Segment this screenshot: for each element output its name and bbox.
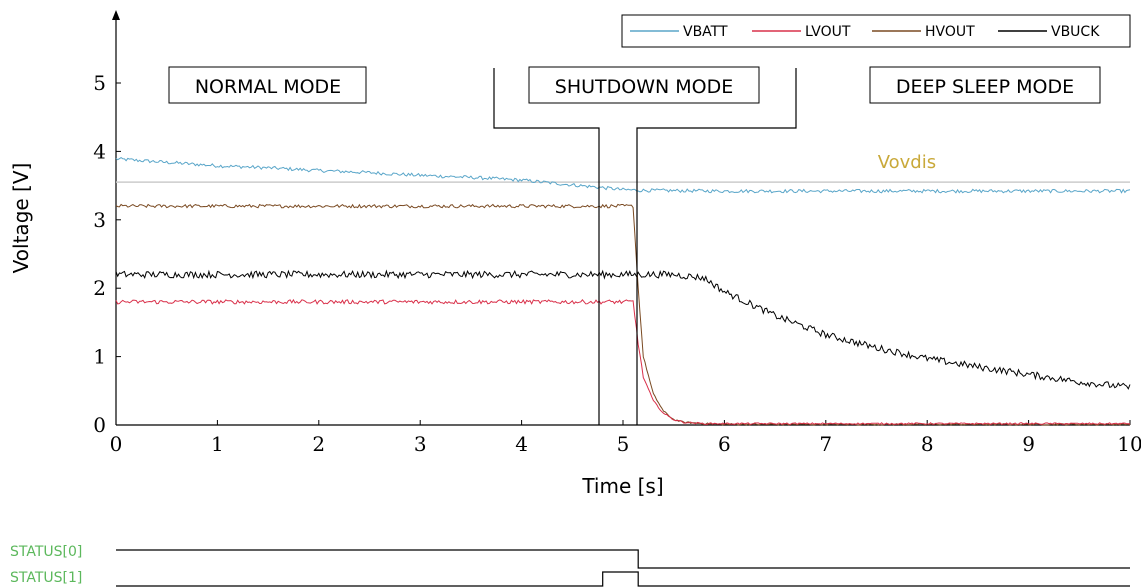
- shutdown-bracket-left: [493, 68, 600, 425]
- x-tick-label: 8: [921, 432, 934, 456]
- series-line-hvout: [115, 203, 1131, 426]
- x-tick-label: 5: [617, 432, 630, 456]
- legend-label-lvout: LVOUT: [805, 24, 851, 40]
- shutdown-mode-box: [528, 66, 760, 104]
- status0-label: STATUS[0]: [10, 544, 82, 560]
- x-tick-label: 1: [211, 432, 224, 456]
- x-tick-label: 6: [718, 432, 731, 456]
- status0-trace: [116, 549, 1130, 569]
- x-tick-label: 2: [312, 432, 325, 456]
- x-tick-label: 10: [1117, 432, 1141, 456]
- status-traces: STATUS[0] STATUS[1]: [10, 544, 1130, 587]
- status1-label: STATUS[1]: [10, 570, 82, 586]
- legend-label-vbatt: VBATT: [683, 24, 728, 40]
- status1-trace: [116, 571, 1130, 587]
- vovdis-label: Vovdis: [878, 152, 936, 173]
- legend: VBATT LVOUT HVOUT VBUCK: [621, 14, 1131, 48]
- x-tick-label: 3: [414, 432, 427, 456]
- x-tick-label: 4: [515, 432, 528, 456]
- y-tick-label: 2: [93, 276, 106, 300]
- normal-mode-label: NORMAL MODE: [195, 76, 341, 98]
- y-tick-label: 5: [93, 71, 106, 95]
- x-tick-label: 9: [1022, 432, 1035, 456]
- shutdown-bracket-right: [636, 68, 797, 425]
- normal-mode-box: [168, 66, 367, 104]
- series-group: [115, 156, 1131, 426]
- y-tick-label: 4: [93, 139, 106, 163]
- mode-annotations: NORMAL MODE SHUTDOWN MODE DEEP SLEEP MOD…: [168, 66, 1101, 425]
- legend-label-hvout: HVOUT: [925, 24, 975, 40]
- ticks: 0 1 2 3 4 5 6 7 8 9 10 0 1 2 3 4 5: [93, 71, 1141, 456]
- x-tick-label: 7: [819, 432, 832, 456]
- y-tick-label: 1: [93, 345, 106, 369]
- series-line-vbatt: [115, 156, 1131, 194]
- series-line-lvout: [115, 298, 1131, 426]
- series-line-vbuck: [115, 269, 1131, 390]
- x-tick-label: 0: [110, 432, 123, 456]
- deep-sleep-mode-label: DEEP SLEEP MODE: [896, 76, 1074, 98]
- y-tick-label: 3: [93, 208, 106, 232]
- vovdis-reference: Vovdis: [116, 152, 1130, 183]
- y-tick-label: 0: [93, 413, 106, 437]
- shutdown-mode-label: SHUTDOWN MODE: [555, 76, 733, 98]
- deep-sleep-mode-box: [869, 66, 1101, 104]
- legend-label-vbuck: VBUCK: [1051, 24, 1100, 40]
- y-axis-arrow: [112, 10, 120, 20]
- y-axis-label: Voltage [V]: [9, 163, 33, 274]
- x-axis-label: Time [s]: [581, 474, 663, 498]
